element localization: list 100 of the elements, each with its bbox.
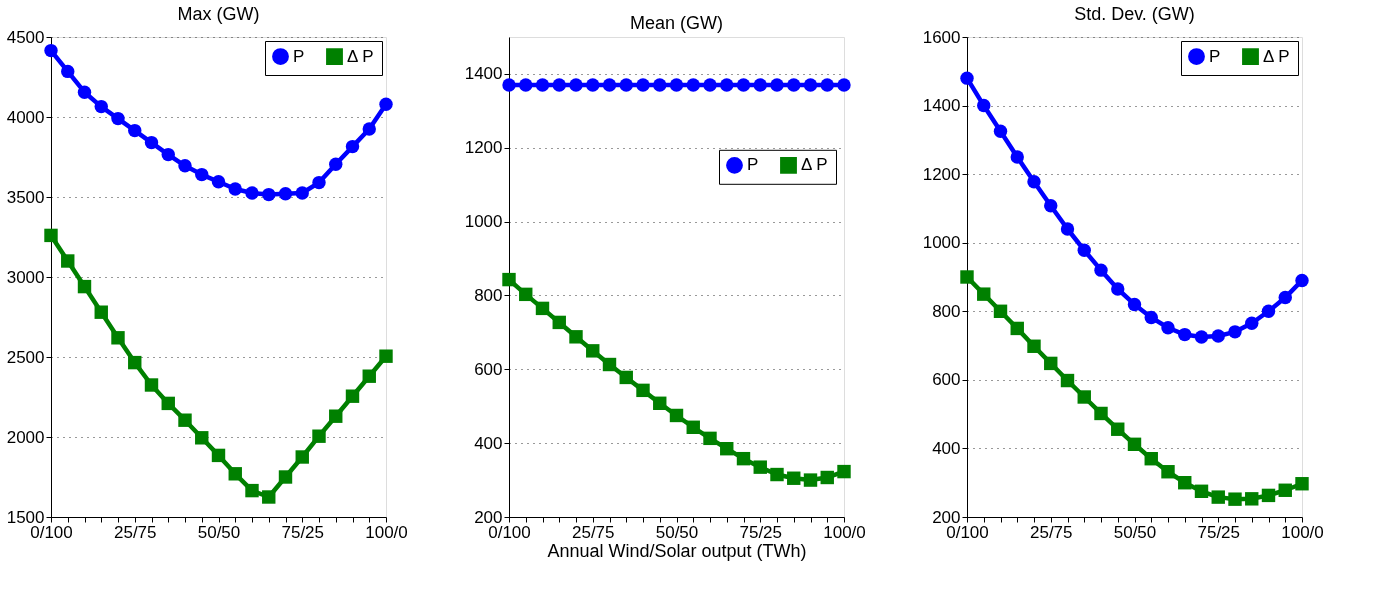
point (602, 78, 617, 92)
y-tick-label: 800 (474, 285, 503, 305)
point (1010, 150, 1024, 164)
point (1111, 422, 1125, 436)
y-tick-label: 600 (474, 359, 503, 379)
y-tick-label: 400 (932, 438, 961, 458)
point (211, 175, 226, 189)
point (144, 135, 159, 150)
point (1228, 492, 1242, 506)
point (262, 187, 276, 202)
point (1295, 273, 1309, 288)
point (1194, 484, 1209, 498)
point (770, 78, 784, 92)
legend-label: P (747, 155, 759, 175)
point (44, 43, 58, 58)
y-tick-label: 1600 (922, 27, 961, 47)
point (502, 272, 516, 287)
legend-label: P (293, 46, 305, 66)
point (820, 78, 834, 92)
point (94, 305, 108, 319)
x-tick-label: 50/50 (1113, 522, 1157, 542)
point (960, 270, 974, 284)
point (787, 78, 801, 92)
point (111, 331, 125, 345)
chart-title: Std. Dev. (GW) (1074, 4, 1195, 24)
point (703, 78, 717, 92)
point (519, 287, 533, 302)
point (144, 378, 159, 392)
y-tick-label: 1400 (922, 96, 961, 116)
point (803, 473, 818, 487)
point (278, 470, 293, 484)
y-tick-label: 3000 (6, 267, 45, 287)
x-tick-label: 50/50 (197, 522, 241, 542)
point (770, 467, 784, 482)
y-tick-label: 400 (474, 433, 503, 453)
x-tick-label: 75/25 (281, 522, 325, 542)
point (128, 355, 142, 370)
point (669, 408, 684, 423)
point (1044, 198, 1058, 213)
point (1044, 356, 1058, 371)
point (211, 448, 226, 463)
y-tick-label: 1200 (464, 138, 503, 158)
point (993, 304, 1008, 318)
point (195, 167, 209, 182)
point (1278, 290, 1292, 305)
point (977, 287, 991, 301)
point (569, 330, 583, 344)
point (1144, 452, 1158, 466)
point (1261, 304, 1276, 318)
x-tick-label: 25/75 (1029, 522, 1073, 542)
point (312, 429, 326, 443)
point (128, 123, 142, 138)
point (77, 279, 92, 294)
y-tick-label: 600 (932, 370, 961, 390)
point (803, 78, 818, 92)
point (736, 451, 751, 466)
point (61, 254, 75, 268)
point (295, 186, 309, 200)
point (362, 369, 376, 383)
point (1111, 282, 1125, 296)
point (703, 431, 717, 446)
point (1077, 243, 1091, 257)
point (1127, 297, 1142, 312)
point (837, 78, 851, 92)
point (345, 389, 360, 403)
point (669, 78, 684, 92)
point (1178, 327, 1192, 342)
point (720, 441, 734, 456)
point (379, 97, 393, 111)
x-tick-label: 25/75 (113, 522, 157, 542)
point (1211, 490, 1225, 504)
point (1278, 483, 1292, 497)
x-tick-label: 100/0 (823, 522, 866, 542)
point (653, 78, 667, 92)
point (1261, 488, 1276, 503)
y-tick-label: 4500 (6, 27, 45, 47)
point (345, 139, 360, 154)
point (44, 228, 58, 243)
point (977, 98, 991, 113)
point (278, 187, 293, 201)
point (329, 157, 343, 171)
x-tick-label: 100/0 (1281, 522, 1324, 542)
point (228, 467, 242, 481)
x-tick-label: 75/25 (1197, 522, 1241, 542)
point (1211, 329, 1225, 343)
point (1295, 477, 1309, 491)
point (502, 78, 516, 92)
point (686, 78, 700, 92)
point (1127, 437, 1142, 452)
point (1161, 465, 1175, 479)
x-tick-label: 75/25 (739, 522, 783, 542)
point (619, 78, 633, 92)
point (586, 344, 600, 358)
point (1161, 321, 1175, 335)
point (77, 85, 92, 99)
legend-label: Δ P (1263, 46, 1290, 66)
y-tick-label: 1000 (922, 233, 961, 253)
x-tick-label: 50/50 (655, 522, 699, 542)
point (602, 357, 617, 372)
y-tick-label: 2000 (6, 427, 45, 447)
